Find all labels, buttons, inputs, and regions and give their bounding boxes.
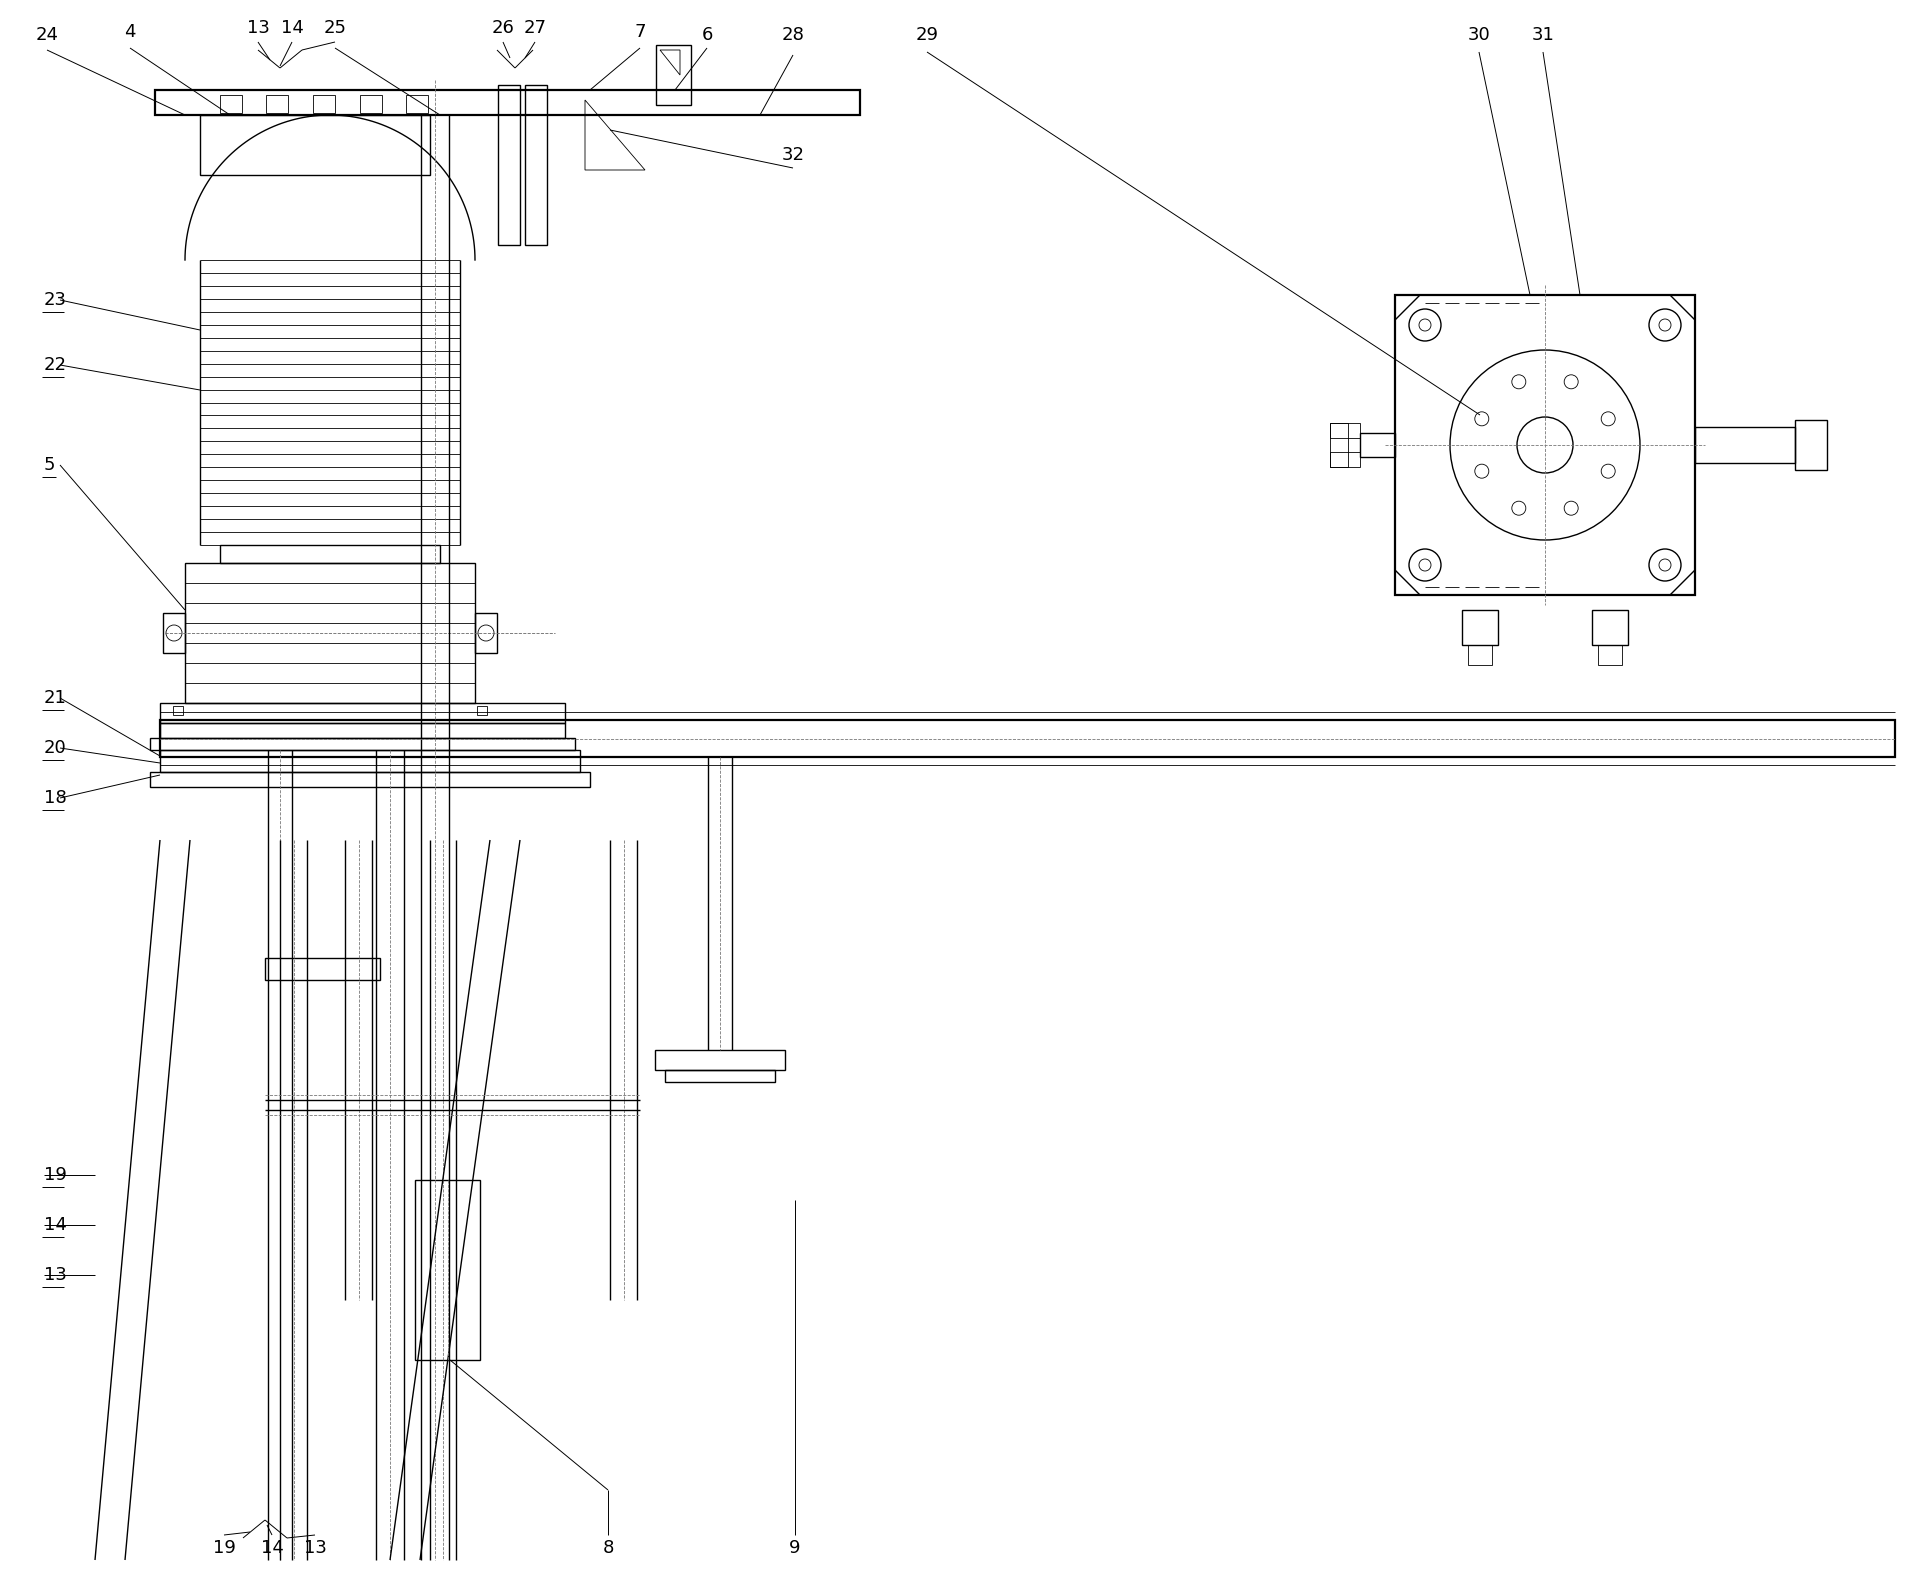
Bar <box>497 84 520 245</box>
Text: 26: 26 <box>491 19 515 37</box>
Text: 13: 13 <box>247 19 270 37</box>
Bar <box>474 613 497 652</box>
Text: 25: 25 <box>324 19 347 37</box>
Bar <box>160 722 565 738</box>
Bar <box>266 95 287 113</box>
Bar <box>154 91 859 115</box>
Bar <box>1330 452 1360 468</box>
Text: 14: 14 <box>260 1538 283 1558</box>
Text: 31: 31 <box>1532 25 1555 45</box>
Text: 14: 14 <box>44 1216 67 1235</box>
Text: 4: 4 <box>123 22 135 41</box>
Bar <box>655 1050 784 1071</box>
Text: 7: 7 <box>634 22 646 41</box>
Bar <box>160 703 565 722</box>
Bar <box>1395 294 1696 595</box>
Bar <box>1696 426 1794 463</box>
Text: 22: 22 <box>44 356 67 374</box>
Bar <box>524 84 547 245</box>
Text: 19: 19 <box>44 1166 67 1184</box>
Bar <box>312 95 335 113</box>
Bar <box>220 95 243 113</box>
Text: 21: 21 <box>44 689 67 706</box>
Bar <box>220 546 439 563</box>
Bar <box>414 1181 480 1360</box>
Bar <box>150 772 590 788</box>
Text: 5: 5 <box>44 457 56 474</box>
Bar <box>1360 433 1395 457</box>
Bar <box>1597 644 1623 665</box>
Bar <box>160 749 580 772</box>
Bar <box>1330 423 1349 468</box>
Text: 14: 14 <box>281 19 303 37</box>
Bar <box>1794 420 1827 469</box>
Bar <box>655 45 692 105</box>
Bar <box>173 706 183 714</box>
Bar <box>185 563 474 703</box>
Bar <box>1468 644 1491 665</box>
Text: 20: 20 <box>44 738 67 757</box>
Bar <box>407 95 428 113</box>
Text: 19: 19 <box>212 1538 235 1558</box>
Bar <box>160 721 1894 757</box>
Text: 24: 24 <box>35 25 58 45</box>
Bar <box>1330 423 1360 438</box>
Text: 28: 28 <box>782 25 804 45</box>
Bar <box>164 613 185 652</box>
Bar <box>1592 609 1628 644</box>
Text: 8: 8 <box>603 1538 613 1558</box>
Bar <box>200 115 430 175</box>
Text: 27: 27 <box>524 19 547 37</box>
Text: 18: 18 <box>44 789 67 807</box>
Text: 32: 32 <box>782 146 804 164</box>
Text: 13: 13 <box>304 1538 326 1558</box>
Bar <box>266 958 380 980</box>
Text: 30: 30 <box>1468 25 1490 45</box>
Bar <box>150 738 574 749</box>
Bar <box>478 706 488 714</box>
Text: 6: 6 <box>701 25 713 45</box>
Text: 23: 23 <box>44 291 67 309</box>
Text: 13: 13 <box>44 1266 67 1284</box>
Text: 29: 29 <box>915 25 938 45</box>
Bar <box>665 1071 775 1082</box>
Text: 9: 9 <box>790 1538 802 1558</box>
Bar <box>360 95 382 113</box>
Bar <box>1463 609 1497 644</box>
